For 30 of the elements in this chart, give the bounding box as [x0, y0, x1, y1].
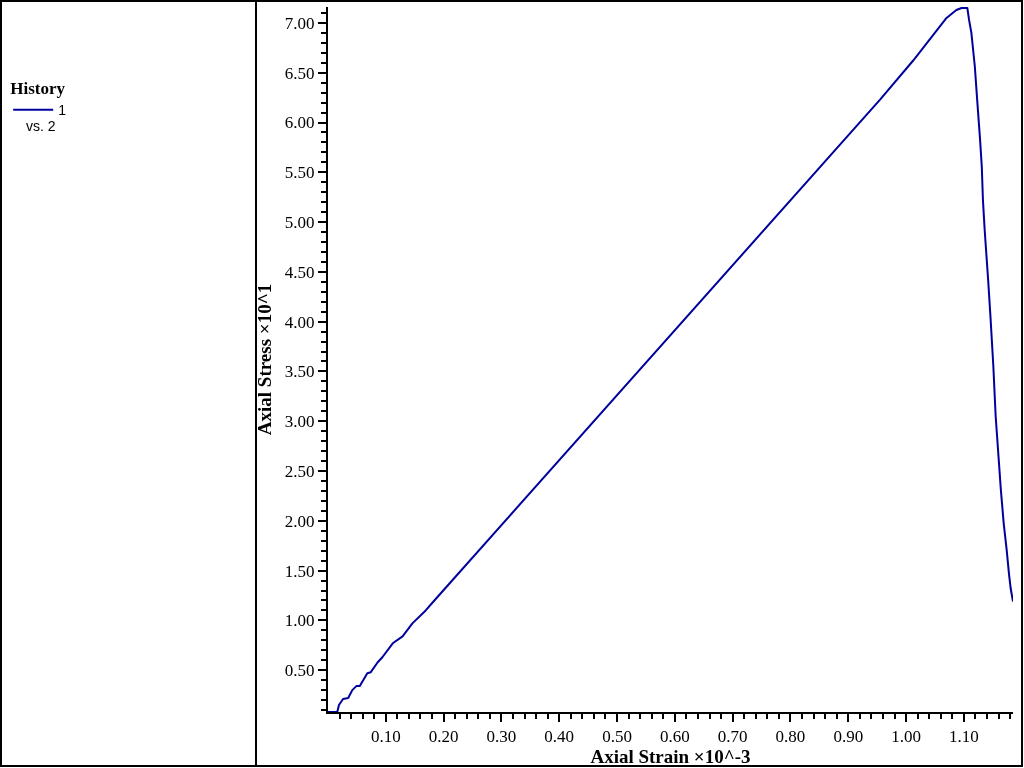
x-tick-label: 0.50 — [602, 727, 632, 747]
x-tick-label: 0.10 — [370, 727, 401, 747]
y-tick-label: 6.00 — [284, 113, 315, 133]
x-tick-label: 0.90 — [833, 727, 864, 747]
x-tick-label: 0.60 — [659, 727, 690, 747]
y-tick-label: 4.00 — [284, 312, 315, 332]
y-tick-label: 3.50 — [284, 362, 315, 382]
x-axis-title: Axial Strain ×10^-3 — [590, 746, 751, 768]
x-tick-label: 1.10 — [948, 727, 979, 747]
x-tick-label: 0.30 — [486, 727, 517, 747]
text: vs. 2 — [26, 118, 56, 134]
y-tick-label: 5.50 — [284, 163, 315, 183]
y-tick-label: 7.00 — [284, 13, 315, 33]
x-tick-label: 1.00 — [891, 727, 921, 747]
legend-title: History — [10, 79, 66, 99]
legend-label: 1 — [58, 102, 67, 119]
y-tick-label: 4.50 — [284, 262, 315, 282]
x-tick-label: 0.70 — [717, 727, 748, 747]
x-tick-label: 0.40 — [544, 727, 575, 747]
y-tick-label: 3.00 — [284, 412, 315, 432]
y-tick-label: 2.00 — [284, 511, 315, 531]
y-tick-label: 1.00 — [284, 611, 315, 631]
x-tick-label: 0.80 — [775, 727, 806, 747]
y-tick-label: 6.50 — [284, 63, 315, 83]
y-axis-title: Axial Stress ×10^1 — [254, 283, 276, 436]
x-tick-label: 0.20 — [428, 727, 459, 747]
y-tick-label: 2.50 — [284, 461, 315, 481]
y-tick-label: 5.00 — [284, 213, 315, 233]
y-tick-label: 0.50 — [284, 661, 315, 681]
y-tick-label: 1.50 — [284, 561, 315, 581]
